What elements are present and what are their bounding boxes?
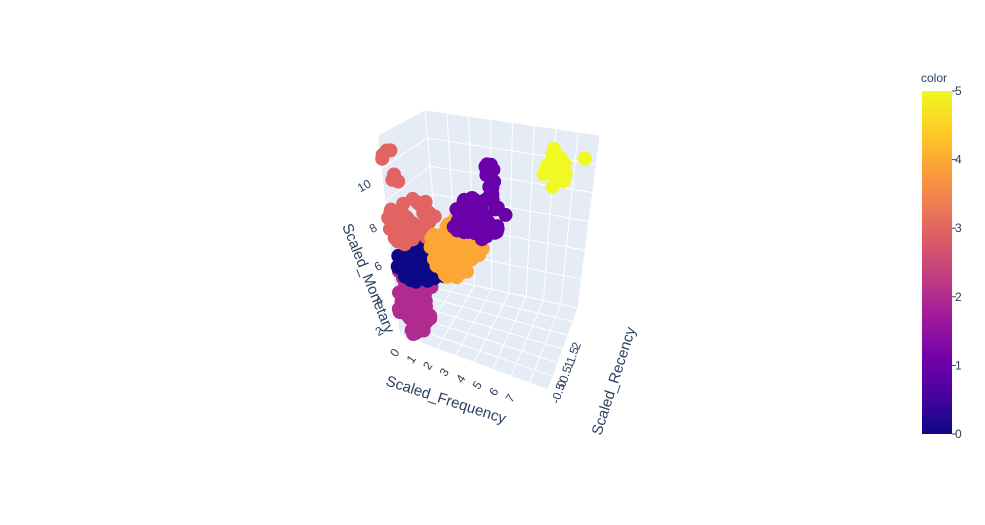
data-points [375, 141, 592, 341]
y-tick-label: 0 [554, 378, 569, 389]
data-point [557, 157, 572, 172]
x-tick-label: 2 [420, 359, 435, 373]
data-point [410, 324, 425, 339]
colorbar-tick-label: 3 [955, 221, 962, 235]
grid-line [439, 277, 579, 309]
data-point [490, 221, 505, 236]
data-point [474, 232, 489, 247]
z-tick-label: 8 [367, 220, 380, 236]
data-point [477, 219, 491, 234]
y-axis-title: Scaled_Recency [589, 324, 640, 437]
colorbar-tick-label: 4 [955, 153, 962, 167]
grid-line [426, 296, 569, 336]
data-point [391, 301, 406, 316]
data-point [419, 315, 434, 330]
data-point [410, 263, 425, 278]
y-axis-ticks: 21.510.50-0.5 [548, 340, 584, 405]
grid-line [413, 315, 559, 364]
data-point [387, 172, 402, 187]
y-tick-label: 1 [561, 359, 576, 370]
grid-line [406, 325, 554, 377]
data-point [448, 253, 463, 268]
x-tick-label: 4 [453, 372, 468, 386]
y-tick-label: 2 [569, 340, 584, 351]
y-tick-label: -0.5 [548, 381, 568, 405]
data-point [396, 196, 411, 211]
grid-line [419, 306, 564, 350]
data-point [392, 285, 406, 300]
data-point [545, 179, 560, 194]
data-point [397, 269, 412, 284]
colorbar-tick-label: 5 [955, 84, 962, 98]
data-point [420, 272, 435, 287]
z-tick-label: 10 [355, 176, 374, 195]
colorbar-tick-label: 2 [955, 290, 962, 304]
x-tick-label: 5 [470, 378, 485, 392]
x-tick-label: 6 [486, 385, 501, 399]
x-tick-label: 0 [387, 346, 402, 360]
x-tick-label: 1 [404, 352, 419, 366]
colorbar-ticks: 0 1 2 3 4 5 [952, 84, 962, 441]
data-point [417, 198, 432, 212]
data-point [403, 252, 418, 267]
data-point [453, 210, 467, 225]
grid-line [399, 334, 549, 391]
data-point [577, 151, 592, 166]
data-point [485, 180, 500, 195]
colorbar-title: color [921, 71, 947, 85]
x-tick-label: 7 [503, 391, 518, 405]
data-point [457, 240, 472, 255]
grid-line [381, 137, 597, 169]
floor-plane [400, 278, 578, 390]
data-point [474, 205, 489, 220]
colorbar-tick-label: 1 [955, 358, 962, 372]
x-axis-title: Scaled_Frequency [384, 373, 509, 428]
data-point [553, 170, 568, 184]
grid-line [377, 109, 601, 136]
data-point [482, 166, 497, 181]
data-point [410, 295, 425, 310]
colorbar: color 0 1 2 3 4 5 [921, 71, 962, 441]
data-point [397, 209, 412, 224]
colorbar-tick-label: 0 [955, 427, 962, 441]
grid-line [433, 287, 574, 323]
data-point [396, 235, 411, 249]
colorbar-gradient [922, 91, 952, 434]
data-point [539, 158, 554, 173]
y-tick-label: 1.5 [563, 345, 582, 366]
data-point [471, 248, 486, 263]
data-point [379, 143, 394, 158]
grid-line [385, 165, 593, 203]
data-point [498, 207, 513, 222]
data-point [546, 141, 561, 156]
y-tick-label: 0.5 [556, 364, 575, 385]
data-point [387, 219, 402, 234]
x-tick-label: 3 [437, 365, 452, 379]
